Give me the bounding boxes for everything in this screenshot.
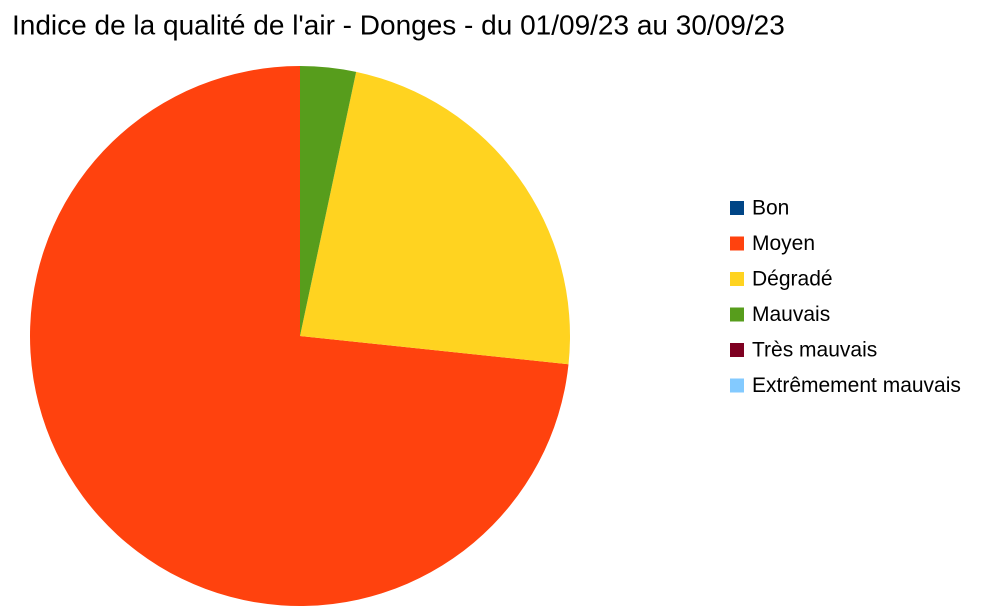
legend-swatch — [730, 201, 744, 215]
legend-swatch — [730, 307, 744, 322]
chart-title: Indice de la qualité de l'air - Donges -… — [12, 9, 785, 40]
pie-slice — [29, 66, 569, 606]
legend-swatch — [730, 343, 744, 357]
legend-label: Très mauvais — [752, 339, 877, 362]
legend-swatch — [730, 236, 744, 251]
legend-label: Extrêmement mauvais — [752, 374, 961, 397]
legend-label: Mauvais — [752, 303, 830, 326]
legend-swatch — [730, 272, 744, 286]
legend-swatch — [730, 378, 744, 393]
legend-label: Bon — [752, 197, 789, 220]
pie-slice — [300, 66, 357, 336]
legend-label: Moyen — [752, 232, 815, 255]
pie-slice — [300, 71, 571, 365]
legend-label: Dégradé — [752, 268, 833, 291]
